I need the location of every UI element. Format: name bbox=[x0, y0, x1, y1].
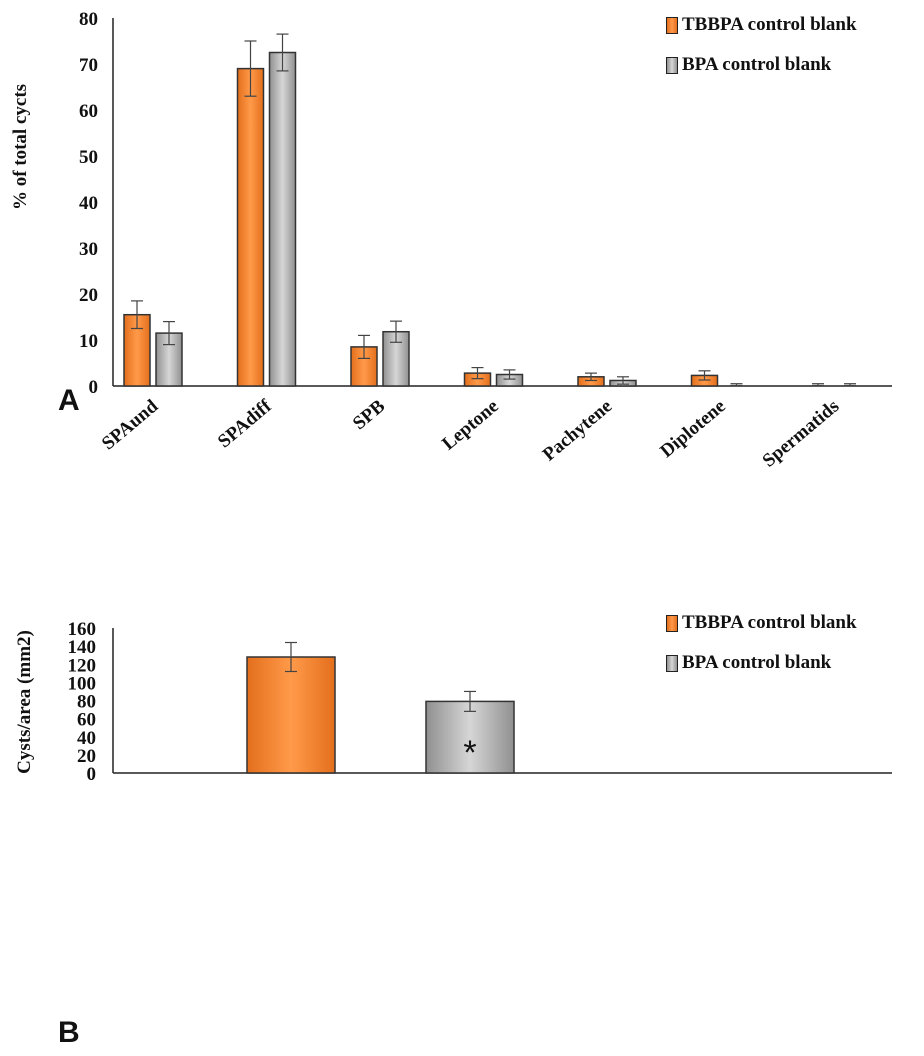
error-bar bbox=[390, 320, 402, 343]
x-tick-label: Leptone bbox=[438, 396, 502, 455]
y-tick-label: 10 bbox=[79, 331, 98, 352]
panel-a-y-tick-labels: 0 10 20 30 40 50 60 70 80 bbox=[79, 9, 98, 398]
panel-a-legend: TBBPA control blank BPA control blank bbox=[666, 14, 857, 76]
x-tick-label: SPAdiff bbox=[214, 395, 276, 452]
legend-item-tbbpa: TBBPA control blank bbox=[666, 14, 857, 36]
y-tick-label: 0 bbox=[89, 377, 99, 398]
x-tick-label: Pachytene bbox=[539, 396, 616, 466]
error-bar bbox=[730, 383, 743, 387]
y-tick-label: 60 bbox=[77, 710, 96, 731]
panel-a-letter: A bbox=[58, 384, 80, 417]
legend-swatch-tbbpa bbox=[666, 16, 678, 34]
y-tick-label: 160 bbox=[68, 619, 97, 640]
panel-b-y-axis-label: Cysts/area (mm2) bbox=[14, 630, 35, 774]
error-bar bbox=[585, 372, 597, 382]
error-bar bbox=[358, 334, 370, 359]
bar-tbbpa-spadiff bbox=[236, 67, 265, 387]
y-tick-label: 20 bbox=[79, 285, 98, 306]
error-bar bbox=[471, 367, 484, 380]
bar-bpa bbox=[425, 700, 515, 774]
y-tick-label: 30 bbox=[79, 239, 98, 260]
panel-b-legend: TBBPA control blank BPA control blank bbox=[666, 612, 857, 674]
error-bar bbox=[812, 383, 824, 387]
error-bar bbox=[844, 383, 856, 387]
y-tick-label: 50 bbox=[79, 147, 98, 168]
legend-item-bpa: BPA control blank bbox=[666, 54, 857, 76]
panel-a-bars bbox=[123, 33, 856, 387]
y-tick-label: 60 bbox=[79, 101, 98, 122]
significance-asterisk: * bbox=[463, 734, 476, 772]
x-tick-label: Diplotene bbox=[656, 396, 729, 462]
x-tick-label: SPB bbox=[349, 396, 389, 435]
y-tick-label: 80 bbox=[79, 9, 98, 30]
y-tick-label: 100 bbox=[68, 673, 97, 694]
legend-label-bpa: BPA control blank bbox=[682, 652, 832, 673]
error-bar bbox=[163, 321, 175, 346]
y-tick-label: 40 bbox=[79, 193, 98, 214]
error-bar bbox=[285, 641, 297, 673]
legend-label-tbbpa: TBBPA control blank bbox=[682, 612, 857, 633]
y-tick-label: 0 bbox=[87, 764, 97, 785]
panel-a-y-axis-label: % of total cycts bbox=[10, 84, 31, 210]
y-tick-label: 80 bbox=[77, 692, 96, 713]
y-tick-label: 140 bbox=[68, 637, 97, 658]
legend-swatch-bpa bbox=[666, 654, 678, 672]
x-tick-label: SPAund bbox=[98, 395, 163, 454]
error-bar bbox=[244, 40, 257, 97]
y-tick-label: 20 bbox=[77, 746, 96, 767]
panel-a-category-labels: SPAund SPAdiff SPB Leptone Pachytene Diploten… bbox=[98, 395, 843, 471]
error-bar bbox=[698, 370, 711, 381]
legend-item-bpa: BPA control blank bbox=[666, 652, 857, 674]
panel-a-chart: % of total cycts 0 10 20 30 40 50 60 70 80 SPAun… bbox=[10, 9, 892, 472]
legend-swatch-tbbpa bbox=[666, 614, 678, 632]
bar-tbbpa bbox=[246, 656, 336, 774]
panel-b-letter: B bbox=[58, 1016, 80, 1049]
error-bar bbox=[131, 300, 143, 330]
panel-b-bars bbox=[246, 641, 515, 774]
error-bar bbox=[617, 376, 629, 385]
legend-label-tbbpa: TBBPA control blank bbox=[682, 14, 857, 35]
bar-bpa-spadiff bbox=[268, 51, 297, 387]
error-bar bbox=[276, 33, 289, 72]
error-bar bbox=[503, 369, 516, 380]
y-tick-label: 120 bbox=[68, 655, 97, 676]
x-tick-label: Spermatids bbox=[759, 396, 844, 472]
y-tick-label: 70 bbox=[79, 55, 98, 76]
legend-label-bpa: BPA control blank bbox=[682, 54, 832, 75]
error-bar bbox=[464, 690, 476, 712]
legend-item-tbbpa: TBBPA control blank bbox=[666, 612, 857, 634]
y-tick-label: 40 bbox=[77, 728, 96, 749]
legend-swatch-bpa bbox=[666, 56, 678, 74]
